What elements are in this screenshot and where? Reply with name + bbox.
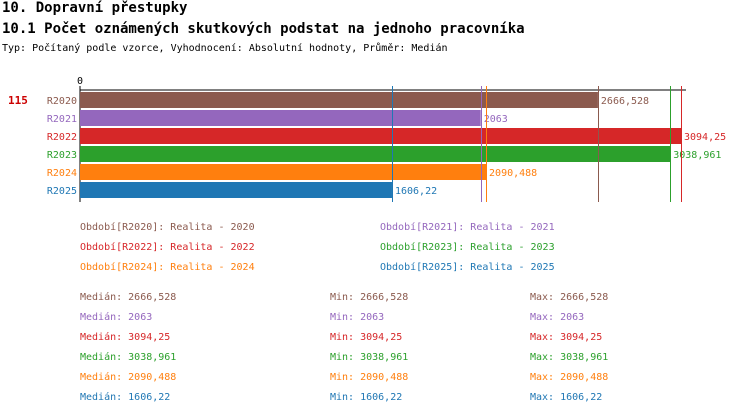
bar-r2022 xyxy=(80,128,681,144)
value-label: 3038,961 xyxy=(673,150,721,161)
stat-min: Min: 2063 xyxy=(330,312,385,323)
legend-item: Období[R2022]: Realita - 2022 xyxy=(80,242,255,253)
bar-r2021 xyxy=(80,110,481,126)
bar-r2024 xyxy=(80,164,487,180)
stat-median: Medián: 2666,528 xyxy=(80,292,177,303)
stat-max: Max: 3094,25 xyxy=(530,332,603,343)
stat-median: Medián: 3094,25 xyxy=(80,332,171,343)
value-label: 3094,25 xyxy=(684,132,726,143)
category-label: R2021 xyxy=(47,114,77,125)
value-label: 2063 xyxy=(484,114,508,125)
stat-max: Max: 2063 xyxy=(530,312,585,323)
legend-item: Období[R2023]: Realita - 2023 xyxy=(380,242,555,253)
stat-min: Min: 2666,528 xyxy=(330,292,409,303)
category-label: R2025 xyxy=(47,186,77,197)
stat-min: Min: 2090,488 xyxy=(330,372,409,383)
stat-max: Max: 3038,961 xyxy=(530,352,609,363)
value-label: 1606,22 xyxy=(395,186,437,197)
category-label: R2020 xyxy=(47,96,77,107)
stat-max: Max: 2666,528 xyxy=(530,292,609,303)
category-label: R2023 xyxy=(47,150,77,161)
chart-title: 10.1 Počet oznámených skutkových podstat… xyxy=(2,21,525,37)
legend-item: Období[R2025]: Realita - 2025 xyxy=(380,262,555,273)
category-label: R2022 xyxy=(47,132,77,143)
stat-median: Medián: 1606,22 xyxy=(80,392,171,403)
stat-min: Min: 1606,22 xyxy=(330,392,403,403)
page-title: 10. Dopravní přestupky xyxy=(2,0,188,16)
stat-median: Medián: 3038,961 xyxy=(80,352,177,363)
value-label: 2666,528 xyxy=(601,96,649,107)
x-tick-label: 0 xyxy=(77,76,83,87)
stat-max: Max: 2090,488 xyxy=(530,372,609,383)
bar-r2025 xyxy=(80,182,392,198)
chart-type-info: Typ: Počítaný podle vzorce, Vyhodnocení:… xyxy=(2,43,448,54)
stat-median: Medián: 2063 xyxy=(80,312,153,323)
marker-label: 115 xyxy=(8,94,28,107)
category-label: R2024 xyxy=(47,168,77,179)
value-label: 2090,488 xyxy=(489,168,537,179)
legend-item: Období[R2024]: Realita - 2024 xyxy=(80,262,255,273)
stat-min: Min: 3038,961 xyxy=(330,352,409,363)
legend-item: Období[R2021]: Realita - 2021 xyxy=(380,222,555,233)
stat-median: Medián: 2090,488 xyxy=(80,372,177,383)
stat-max: Max: 1606,22 xyxy=(530,392,603,403)
legend-item: Období[R2020]: Realita - 2020 xyxy=(80,222,255,233)
bar-r2023 xyxy=(80,146,671,162)
stat-min: Min: 3094,25 xyxy=(330,332,403,343)
bar-r2020 xyxy=(80,92,598,108)
